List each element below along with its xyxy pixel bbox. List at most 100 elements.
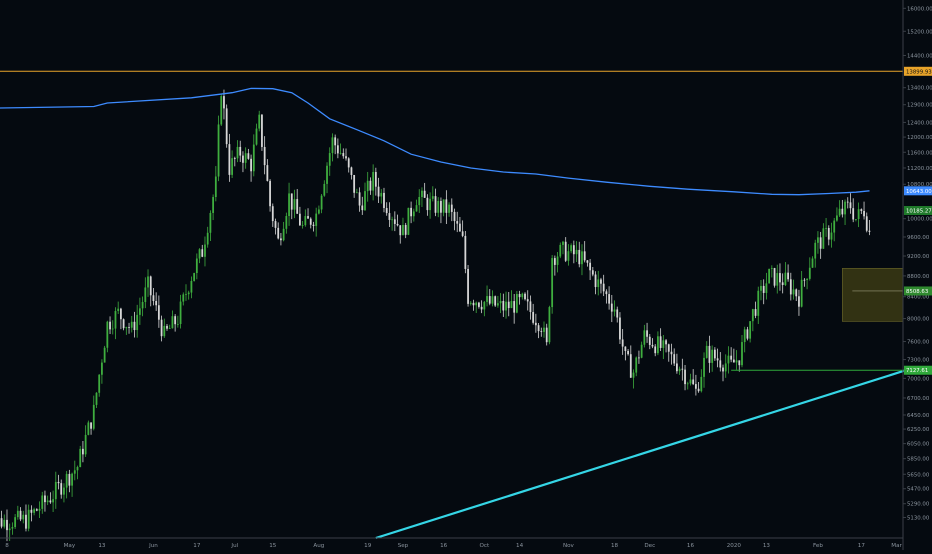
candle-body — [122, 319, 125, 329]
price-tick-label: 16000.00 — [907, 6, 932, 12]
candle-body — [296, 199, 299, 214]
moving-average-line[interactable] — [0, 87, 870, 196]
candle-body — [144, 287, 147, 303]
ma-price-label: 10643.00 — [906, 189, 932, 195]
candle-body — [57, 481, 60, 484]
candle-body — [496, 303, 499, 306]
ascending-trendline[interactable] — [375, 367, 911, 540]
candle-body — [271, 206, 274, 222]
candle-body — [570, 245, 573, 252]
time-tick-label: Feb — [813, 543, 823, 549]
candle-body — [133, 321, 136, 331]
time-tick-label: 19 — [364, 543, 372, 549]
candle-body — [38, 508, 41, 511]
candle-body — [448, 204, 450, 213]
candle-body — [185, 294, 187, 295]
candle-body — [648, 336, 651, 345]
candle-body — [141, 302, 144, 309]
candle-body — [865, 216, 868, 231]
candle-body — [288, 193, 290, 217]
candle-body — [830, 232, 833, 240]
candle-body — [258, 114, 261, 129]
candle-body — [266, 165, 269, 181]
time-tick-label: Nov — [563, 543, 575, 549]
candle-body — [429, 198, 431, 211]
time-tick-label: Sep — [398, 543, 409, 549]
candle-body — [6, 519, 8, 531]
price-tick-label: 10800.00 — [907, 182, 932, 188]
ma-price-badge — [904, 186, 932, 196]
candle-body — [795, 289, 798, 297]
candle-body — [589, 262, 592, 271]
candle-body — [662, 340, 665, 348]
candle-body — [182, 294, 185, 302]
candle-body — [681, 368, 684, 370]
candle-body — [101, 362, 103, 375]
candle-body — [383, 192, 385, 209]
price-label-layer: 13899.93 10643.00 10185.27 8508.63 7127.61 — [904, 66, 932, 375]
candle-body — [269, 180, 271, 207]
candle-body — [255, 128, 258, 145]
candle-body — [583, 251, 586, 261]
candle-body — [280, 238, 282, 241]
candle-body — [651, 344, 654, 347]
candle-body — [480, 306, 483, 310]
candle-body — [548, 307, 551, 343]
price-axis[interactable]: 16000.00 15200.00 14400.00 13400.00 12900.00… — [903, 6, 932, 521]
candle-body — [166, 325, 168, 329]
price-tick-label: 5130.00 — [907, 515, 930, 521]
time-tick-label: Jun — [148, 543, 158, 549]
candle-body — [68, 473, 71, 486]
candle-body — [353, 174, 356, 193]
candle-body — [605, 291, 608, 295]
candle-body — [773, 268, 776, 286]
candle-body — [792, 289, 795, 295]
candle-body — [513, 301, 516, 313]
candle-body — [819, 237, 822, 249]
candle-body — [418, 196, 421, 206]
candle-body — [22, 514, 25, 520]
candle-body — [315, 213, 318, 226]
candle-body — [855, 219, 857, 220]
candle-body — [49, 500, 52, 503]
candle-body — [299, 213, 301, 226]
candle-body — [629, 354, 632, 378]
candle-body — [836, 215, 838, 221]
candle-body — [494, 296, 497, 306]
time-axis[interactable]: 8 May 13 Jun 17 Jul 15 Aug 19 Sep 16 Oct 14 Nov 18 Dec 1… — [5, 543, 902, 549]
candle-body — [727, 355, 730, 364]
candle-body — [537, 325, 540, 332]
candle-body — [16, 510, 19, 518]
candle-body — [82, 448, 84, 455]
candle-body — [798, 296, 800, 307]
candle-body — [212, 197, 215, 213]
candle-body — [770, 268, 773, 269]
candle-body — [190, 280, 193, 293]
candle-body — [616, 309, 619, 318]
candle-body — [106, 321, 109, 348]
candle-body — [250, 158, 252, 172]
candle-body — [46, 500, 49, 503]
candle-body — [491, 296, 494, 304]
candle-body — [111, 328, 114, 330]
candle-body — [686, 383, 689, 385]
candle-body — [307, 216, 309, 219]
time-tick-label: 13 — [98, 543, 106, 549]
candle-body — [117, 308, 120, 312]
candle-body — [814, 242, 817, 259]
price-tick-label: 6450.00 — [907, 413, 930, 419]
candle-body — [312, 224, 315, 226]
candle-body — [393, 219, 396, 224]
candle-body — [730, 355, 733, 360]
candle-layer — [0, 89, 871, 542]
candle-body — [193, 273, 196, 281]
candle-body — [635, 357, 638, 373]
candle-body — [147, 276, 149, 288]
candle-body — [827, 228, 830, 240]
candle-body — [673, 354, 676, 364]
candle-body — [33, 509, 36, 513]
candle-body — [464, 235, 467, 269]
candle-body — [762, 285, 765, 293]
